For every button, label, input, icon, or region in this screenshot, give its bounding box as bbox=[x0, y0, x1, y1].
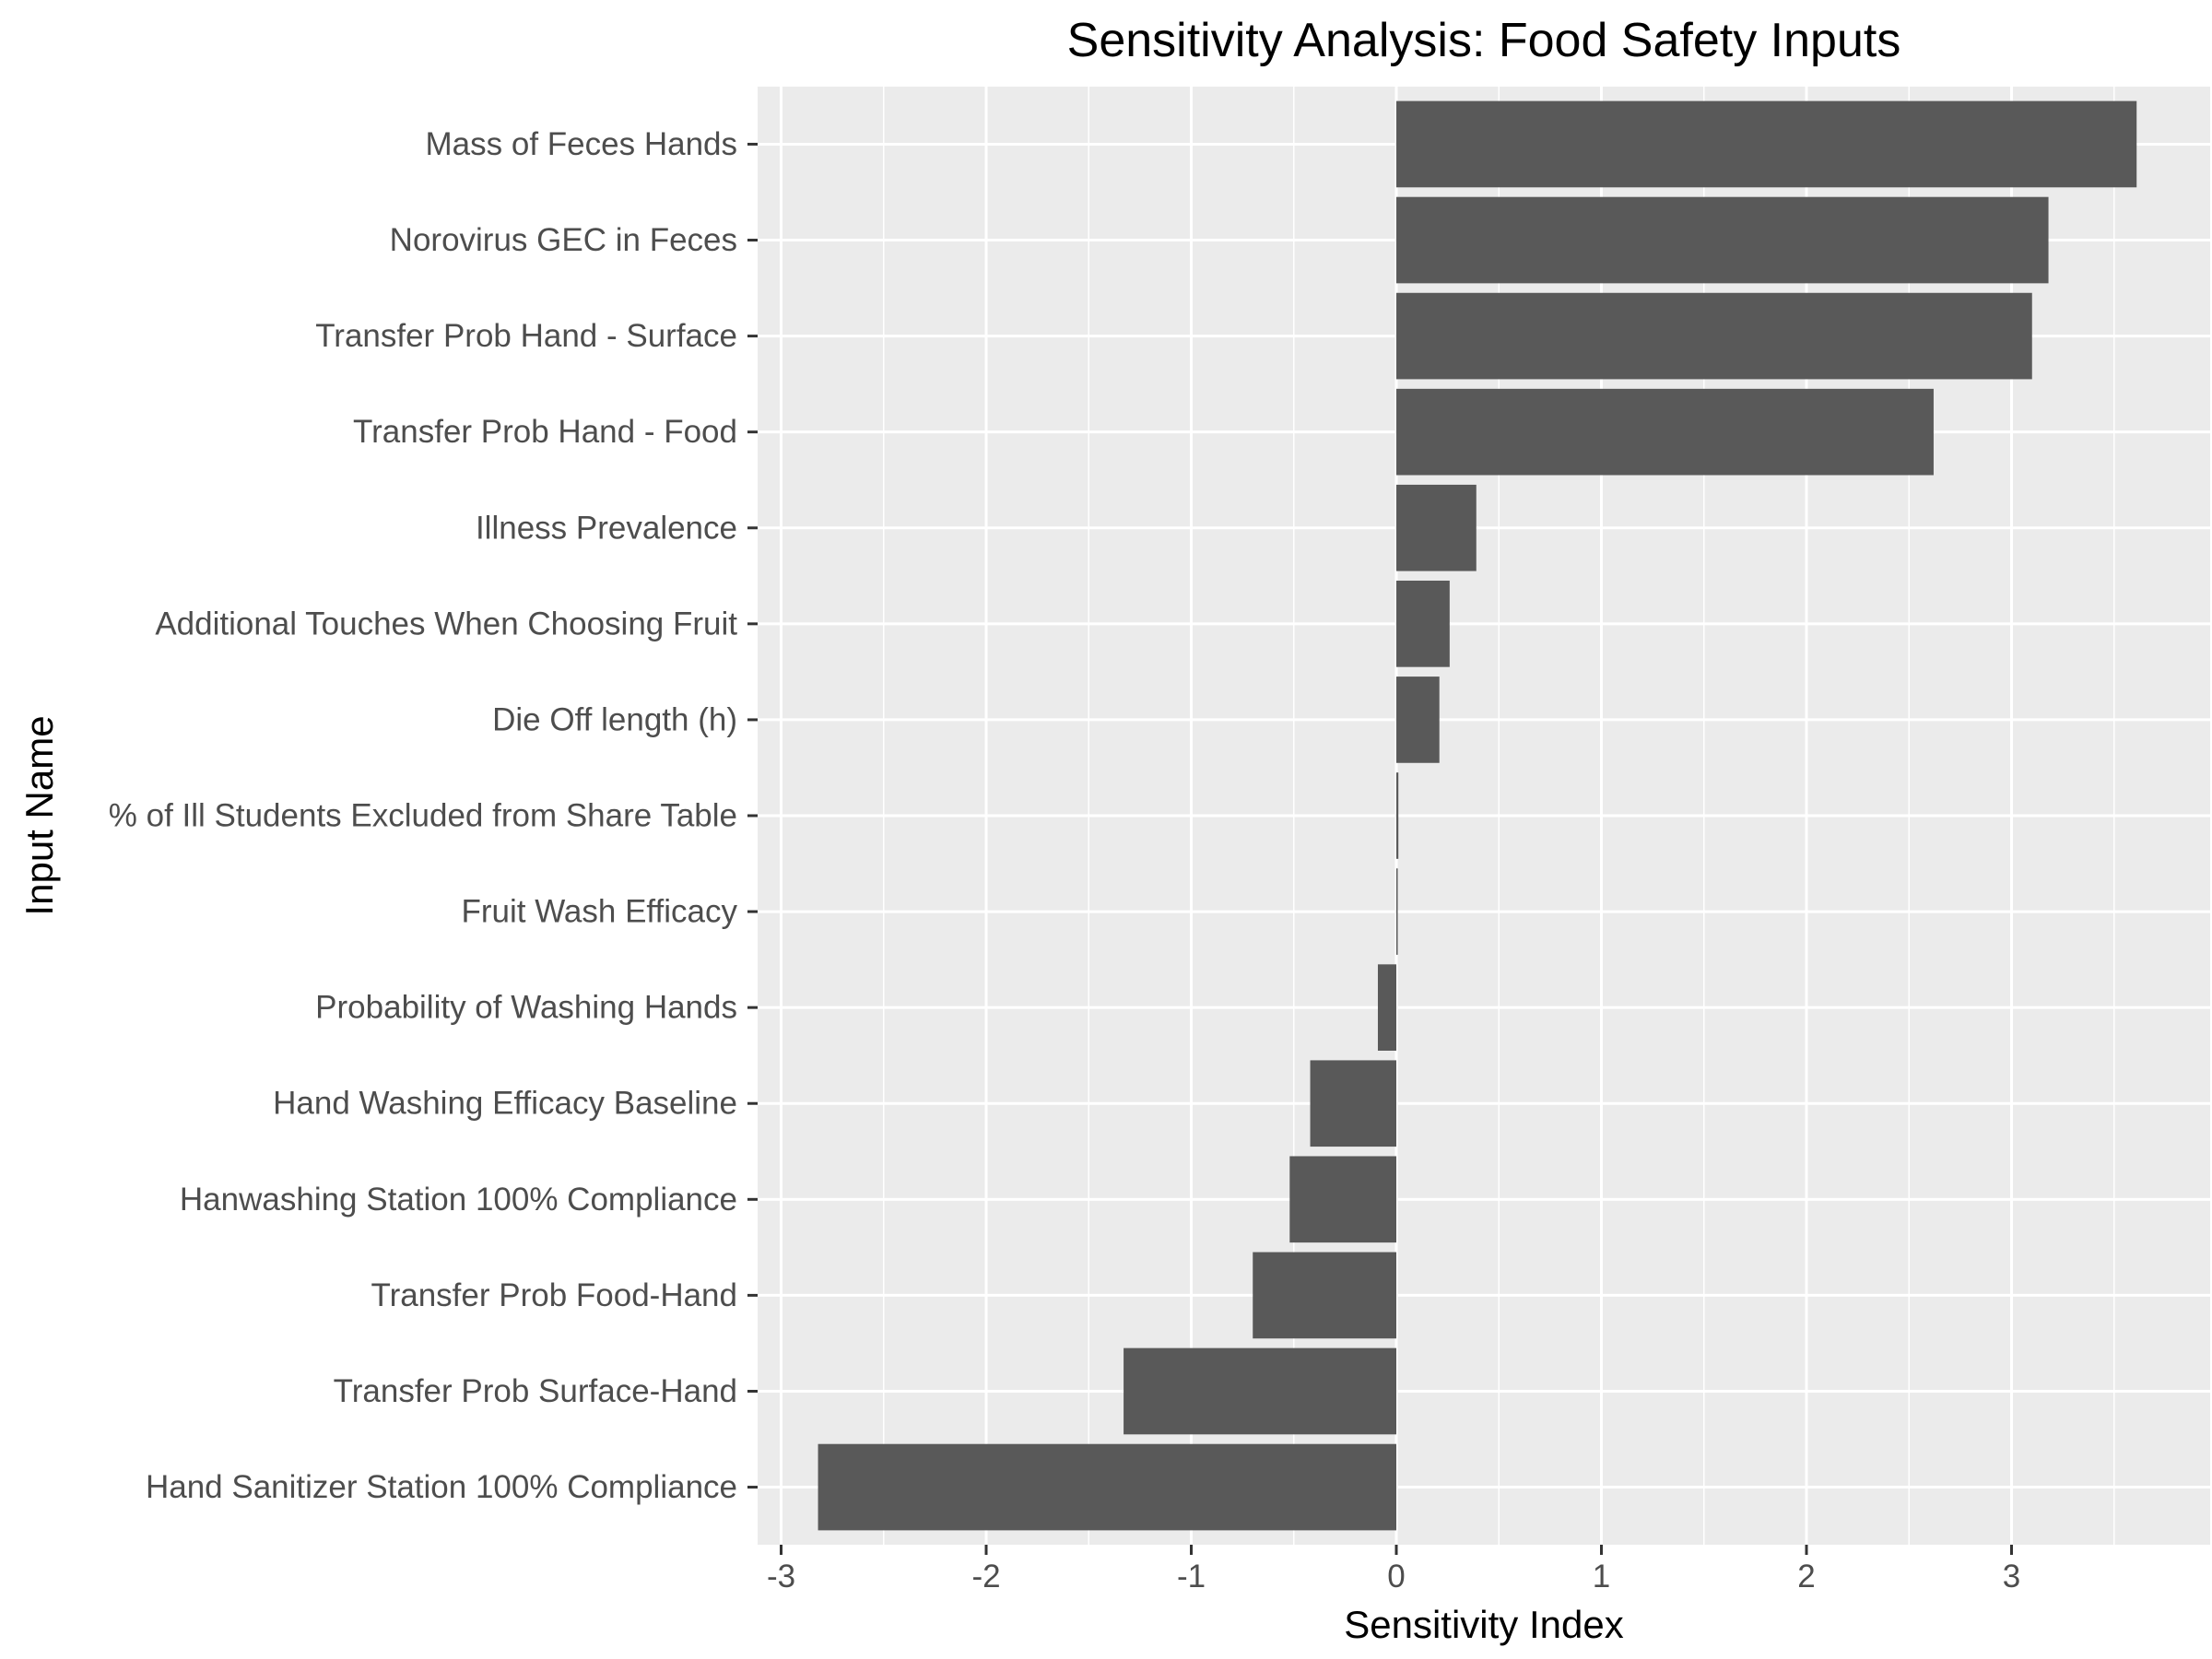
y-tick-label: Die Off length (h) bbox=[492, 701, 737, 737]
bar bbox=[1396, 677, 1440, 763]
bar bbox=[1253, 1252, 1396, 1339]
y-tick-label: Additional Touches When Choosing Fruit bbox=[155, 606, 737, 641]
y-tick-label: Mass of Feces Hands bbox=[426, 126, 737, 162]
y-tick-label: Hanwashing Station 100% Compliance bbox=[180, 1182, 737, 1218]
bar bbox=[818, 1443, 1396, 1531]
x-tick-label: -1 bbox=[1177, 1559, 1206, 1594]
bar bbox=[1289, 1156, 1396, 1243]
bar bbox=[1396, 868, 1398, 955]
x-axis: -3 -2 -1 0 1 2 3 bbox=[767, 1545, 2020, 1594]
y-tick-label: Transfer Prob Food-Hand bbox=[371, 1277, 738, 1313]
y-tick-label: Illness Prevalence bbox=[476, 510, 737, 546]
bar bbox=[1124, 1347, 1396, 1435]
y-tick-label: Transfer Prob Hand - Surface bbox=[315, 318, 737, 354]
x-tick-label: 2 bbox=[1797, 1559, 1815, 1594]
x-tick-label: 3 bbox=[2003, 1559, 2020, 1594]
y-tick-label: Probability of Washing Hands bbox=[315, 990, 737, 1026]
y-axis-title: Input Name bbox=[18, 715, 61, 915]
y-tick-label: Hand Washing Efficacy Baseline bbox=[273, 1086, 737, 1122]
bar bbox=[1396, 100, 2137, 188]
x-tick-label: 0 bbox=[1387, 1559, 1405, 1594]
x-tick-label: 1 bbox=[1593, 1559, 1610, 1594]
bars bbox=[818, 100, 2137, 1531]
bar bbox=[1377, 964, 1396, 1051]
y-tick-label: Norovirus GEC in Feces bbox=[390, 222, 737, 258]
y-tick-label: Hand Sanitizer Station 100% Compliance bbox=[146, 1469, 737, 1505]
chart-title: Sensitivity Analysis: Food Safety Inputs bbox=[1066, 14, 1901, 67]
bar bbox=[1396, 388, 1934, 476]
bar bbox=[1310, 1060, 1396, 1147]
y-tick-label: % of Ill Students Excluded from Share Ta… bbox=[109, 798, 737, 834]
bar bbox=[1396, 581, 1450, 667]
y-tick-label: Transfer Prob Hand - Food bbox=[353, 414, 737, 450]
bar bbox=[1396, 292, 2032, 380]
x-axis-title: Sensitivity Index bbox=[1344, 1603, 1623, 1646]
x-tick-label: -3 bbox=[767, 1559, 795, 1594]
bar bbox=[1396, 196, 2049, 284]
y-tick-label: Fruit Wash Efficacy bbox=[461, 894, 737, 930]
x-tick-label: -2 bbox=[971, 1559, 1000, 1594]
bar bbox=[1396, 772, 1399, 859]
y-tick-label: Transfer Prob Surface-Hand bbox=[334, 1373, 737, 1409]
bar bbox=[1396, 484, 1477, 571]
y-axis: Mass of Feces Hands Norovirus GEC in Fece… bbox=[109, 126, 758, 1505]
